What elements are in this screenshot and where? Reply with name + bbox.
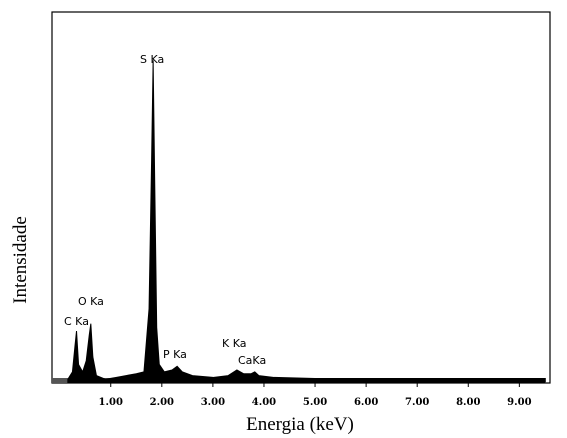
x-axis-title: Energia (keV) <box>246 414 354 435</box>
x-tick-label: 2.00 <box>150 397 174 408</box>
y-axis-title: Intensidade <box>10 216 31 304</box>
x-tick-label: 3.00 <box>201 397 225 408</box>
x-tick-label: 8.00 <box>456 397 480 408</box>
x-tick-label: 1.00 <box>99 397 123 408</box>
peak-label: P Ka <box>163 348 187 361</box>
x-tick-label: 5.00 <box>303 397 327 408</box>
x-tick-label: 6.00 <box>354 397 378 408</box>
plot-frame <box>51 11 551 384</box>
peak-label: CaKa <box>238 354 266 367</box>
peak-label: S Ka <box>140 53 164 66</box>
x-tick-label: 9.00 <box>507 397 531 408</box>
spectrum <box>67 60 546 384</box>
x-tick-label: 4.00 <box>252 397 276 408</box>
x-tick-label: 7.00 <box>405 397 429 408</box>
peak-label: O Ka <box>78 295 104 308</box>
peak-label: C Ka <box>64 315 89 328</box>
peak-label: K Ka <box>222 337 246 350</box>
